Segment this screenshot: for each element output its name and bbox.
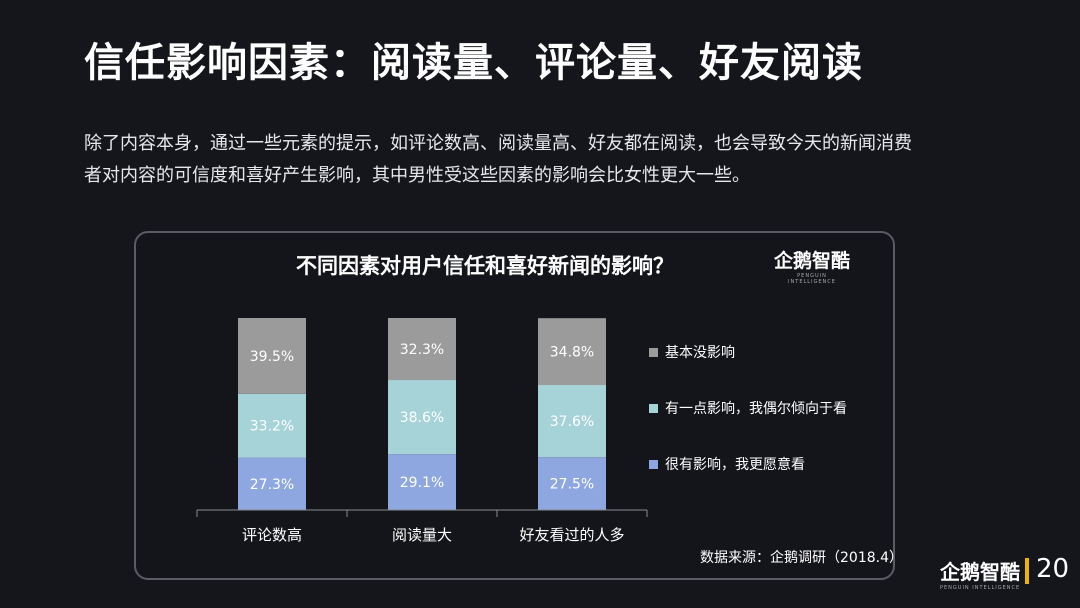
data-label: 34.8%: [550, 345, 594, 361]
bar-segment: [388, 454, 456, 510]
footer-logo: 企鹅智酷 PENGUIN INTELLIGENCE: [940, 556, 1020, 591]
data-label: 38.6%: [400, 410, 444, 426]
chart-brand-logo: 企鹅智酷 PENGUIN INTELLIGENCE: [772, 246, 852, 285]
intro-paragraph: 除了内容本身，通过一些元素的提示，如评论数高、阅读量高、好友都在阅读，也会导致今…: [84, 128, 1014, 192]
data-label: 27.3%: [250, 477, 294, 493]
bar-segment: [538, 318, 606, 386]
chart-brand-subtext: PENGUIN INTELLIGENCE: [788, 273, 836, 285]
legend-swatch: [649, 460, 658, 469]
legend-label: 有一点影响，我偶尔倾向于看: [665, 401, 847, 417]
footer-logo-subtext: PENGUIN INTELLIGENCE: [940, 585, 1021, 591]
slide-title: 信任影响因素：阅读量、评论量、好友阅读: [84, 40, 863, 86]
intro-line-1: 除了内容本身，通过一些元素的提示，如评论数高、阅读量高、好友都在阅读，也会导致今…: [84, 133, 912, 154]
footer-logo-wordmark: 企鹅智酷: [940, 560, 1020, 584]
page-number: 20: [1036, 554, 1070, 584]
bar-segment: [388, 380, 456, 455]
bar-segment: [538, 385, 606, 458]
data-label: 27.5%: [550, 477, 594, 493]
data-label: 37.6%: [550, 414, 594, 430]
bar-segment: [238, 393, 306, 458]
data-label: 39.5%: [250, 349, 294, 365]
legend-swatch: [649, 404, 658, 413]
legend-label: 很有影响，我更愿意看: [665, 456, 805, 473]
intro-line-2: 者对内容的可信度和喜好产生影响，其中男性受这些因素的影响会比女性更大一些。: [84, 165, 750, 186]
data-label: 33.2%: [250, 419, 294, 435]
chart-title: 不同因素对用户信任和喜好新闻的影响？: [296, 254, 674, 278]
x-tick-label: 好友看过的人多: [519, 526, 624, 544]
bar-segment: [538, 457, 606, 510]
legend-label: 基本没影响: [665, 344, 735, 361]
legend-swatch: [649, 348, 658, 357]
bar-segment: [238, 318, 306, 394]
page-number-accent: [1025, 558, 1029, 584]
x-tick-label: 阅读量大: [392, 526, 452, 544]
data-label: 32.3%: [400, 342, 444, 358]
data-source-note: 数据来源：企鹅调研（2018.4）: [700, 550, 903, 566]
x-tick-label: 评论数高: [242, 526, 302, 544]
chart-brand-wordmark: 企鹅智酷: [773, 250, 850, 272]
bar-segment: [238, 457, 306, 510]
bar-segment: [388, 318, 456, 381]
data-label: 29.1%: [400, 475, 444, 491]
